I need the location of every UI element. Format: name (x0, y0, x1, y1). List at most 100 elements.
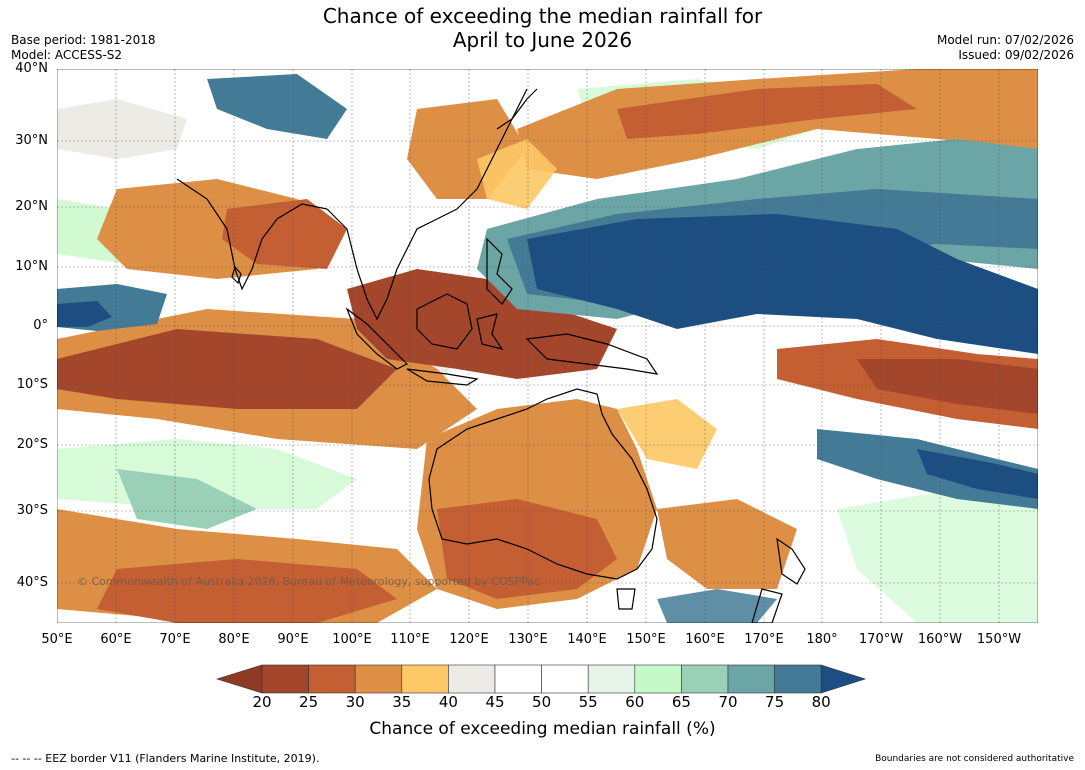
coast-indochina (326, 208, 458, 321)
lat-label: 10°S (16, 377, 48, 392)
colorbar-cell (494, 664, 542, 694)
colorbar-cell (261, 664, 309, 694)
dry-region-north-pacific-core (617, 84, 917, 139)
lon-label: 130°E (508, 632, 548, 647)
colorbar-cell (354, 664, 403, 694)
lon-label: 160°E (685, 632, 725, 647)
colorbar-tick-label: 25 (299, 693, 319, 711)
lat-label: 10°N (15, 259, 48, 274)
colorbar-tick-label: 60 (625, 693, 645, 711)
lat-label: 30°S (16, 503, 48, 518)
dry-region-indian-ocean-core (57, 329, 397, 409)
coast-india (176, 178, 328, 291)
colorbar-under-arrow (215, 664, 263, 694)
coast-new-guinea (525, 333, 659, 375)
title-line-1: Chance of exceeding the median rainfall … (322, 4, 763, 28)
lon-label: 170°W (858, 632, 904, 647)
meta-right: Model run: 07/02/2026 Issued: 09/02/2026 (937, 33, 1074, 63)
lon-label: 150°E (626, 632, 666, 647)
colorbar-cell (774, 664, 822, 694)
lon-label: 180° (806, 632, 838, 647)
colorbar-cell (308, 664, 356, 694)
wet-region-south-pacific-core (917, 449, 1038, 499)
coast-philippines (486, 237, 513, 305)
lat-label: 40°N (15, 61, 48, 76)
rainfall-field (57, 69, 1038, 623)
grey-patch (57, 99, 187, 159)
lon-label: 140°E (567, 632, 607, 647)
coastlines (176, 88, 806, 623)
lat-label: 20°N (15, 199, 48, 214)
lon-label: 80°E (218, 632, 250, 647)
dry-region-bay-of-bengal (222, 199, 347, 269)
copyright-notice: © Commonwealth of Australia 2026, Bureau… (77, 575, 540, 588)
colorbar-cell (541, 664, 589, 694)
coast-new-zealand (751, 537, 806, 623)
colorbar-tick-label: 35 (392, 693, 412, 711)
lon-label: 170°E (744, 632, 784, 647)
colorbar-tick-label: 50 (532, 693, 552, 711)
colorbar-cell (681, 664, 729, 694)
base-period: Base period: 1981-2018 (11, 33, 156, 47)
colorbar-cells (215, 664, 867, 694)
colorbar (215, 664, 867, 694)
yellow-region (477, 139, 557, 209)
yellow-region (617, 399, 717, 469)
lon-label: 60°E (100, 632, 132, 647)
light-green-patch (837, 489, 1038, 623)
map-title: Chance of exceeding the median rainfall … (0, 4, 1085, 52)
colorbar-cell (727, 664, 775, 694)
coast-sri-lanka (231, 265, 242, 285)
lon-label: 120°E (449, 632, 489, 647)
colorbar-over-arrow (820, 664, 867, 694)
eez-footnote: -- -- -- EEZ border V11 (Flanders Marine… (11, 752, 320, 765)
coast-java (406, 368, 479, 386)
wet-region-south-indian (117, 469, 257, 529)
colorbar-cell (587, 664, 636, 694)
wet-region-west-indian-core (57, 301, 112, 327)
lon-label: 90°E (277, 632, 309, 647)
coast-sumatra (345, 307, 409, 370)
lat-label: 0° (33, 318, 48, 333)
lon-label: 70°E (159, 632, 191, 647)
title-line-2: April to June 2026 (452, 28, 633, 52)
coast-tasmania (616, 588, 636, 610)
coast-china (456, 88, 528, 210)
wet-region-tibet (207, 74, 347, 139)
model-name: Model: ACCESS-S2 (11, 48, 123, 62)
rainfall-probability-map: © Commonwealth of Australia 2026, Bureau… (57, 69, 1038, 623)
dry-region-tasman (657, 499, 797, 589)
colorbar-cell (634, 664, 682, 694)
lat-label: 40°S (16, 575, 48, 590)
coast-borneo (416, 293, 473, 350)
dry-region-south-indian-core (97, 559, 397, 623)
colorbar-tick-label: 20 (252, 693, 272, 711)
lon-label: 100°E (332, 632, 372, 647)
coast-australia (428, 388, 658, 580)
colorbar-title: Chance of exceeding median rainfall (%) (369, 719, 716, 739)
issued-date: Issued: 09/02/2026 (958, 48, 1074, 62)
lon-label: 110°E (390, 632, 430, 647)
wet-region-pacific-core (527, 214, 1038, 354)
meta-left: Base period: 1981-2018 Model: ACCESS-S2 (11, 33, 156, 63)
lat-label: 20°S (16, 437, 48, 452)
colorbar-cell (448, 664, 496, 694)
coast-sulawesi (476, 313, 504, 350)
colorbar-tick-label: 70 (718, 693, 738, 711)
wet-region-southern-ocean (657, 589, 777, 623)
dry-region-maritime-continent (347, 269, 617, 379)
colorbar-tick-label: 65 (671, 693, 691, 711)
lat-label: 30°N (15, 133, 48, 148)
graticule (57, 69, 1038, 623)
colorbar-cell (401, 664, 449, 694)
colorbar-tick-label: 40 (438, 693, 458, 711)
model-run: Model run: 07/02/2026 (936, 33, 1074, 47)
colorbar-tick-label: 30 (345, 693, 365, 711)
colorbar-tick-label: 80 (811, 693, 831, 711)
colorbar-tick-label: 75 (765, 693, 785, 711)
lon-label: 50°E (41, 632, 73, 647)
dry-region-south-pacific-core (857, 359, 1038, 414)
coast-japan (496, 88, 538, 130)
lon-label: 150°W (976, 632, 1022, 647)
colorbar-tick-label: 45 (485, 693, 505, 711)
